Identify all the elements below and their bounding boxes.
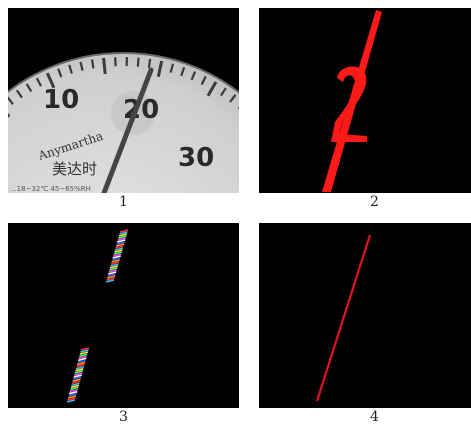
- dial-tick: [57, 68, 63, 78]
- edge-pixel: [114, 249, 123, 253]
- dial-tick: [169, 63, 175, 73]
- edge-pixel: [67, 395, 77, 399]
- panel-edge-segments: [8, 223, 239, 408]
- edge-pixel: [118, 235, 127, 239]
- edge-pixel: [69, 388, 78, 393]
- edge-pixel: [113, 251, 123, 255]
- edge-pixel: [79, 353, 88, 358]
- edge-pixel: [67, 397, 76, 401]
- edge-pixel: [71, 380, 81, 385]
- edge-pixel: [105, 279, 115, 283]
- edge-pixel: [72, 376, 82, 380]
- dial-number-30: 30: [178, 143, 214, 173]
- edge-pixel: [75, 365, 85, 370]
- edge-pixel: [72, 378, 81, 382]
- edge-pixel: [78, 357, 87, 362]
- digit-2-mask: [331, 66, 367, 142]
- dial-tick: [220, 87, 227, 97]
- edge-pixel: [111, 257, 121, 261]
- edge-pixel: [113, 253, 122, 257]
- dial-tick: [25, 83, 33, 93]
- dial-tick: [147, 58, 152, 69]
- edge-pixel: [70, 384, 80, 389]
- edge-pixel: [66, 399, 76, 403]
- edge-pixel: [117, 239, 126, 243]
- detected-needle-line: [315, 234, 372, 402]
- dial-tick: [45, 72, 56, 89]
- dial-tick: [206, 81, 218, 97]
- dial-tick: [35, 77, 42, 87]
- dial-tick: [200, 75, 207, 85]
- edge-segment-lower: [66, 347, 90, 403]
- spec-text: ...18~32℃ 45~65%RH: [10, 185, 91, 193]
- dial-tick: [190, 71, 197, 81]
- edge-pixel: [115, 243, 125, 247]
- dial-tick: [180, 66, 186, 77]
- edge-pixel: [80, 349, 89, 353]
- edge-pixel: [119, 229, 129, 233]
- dial-tick: [90, 59, 95, 69]
- edge-pixel: [76, 361, 86, 366]
- panel-gauge-photo: 10 20 30 Anymartha 美达时 ...18~32℃ 45~65%R…: [8, 8, 239, 193]
- edge-pixel: [107, 273, 116, 277]
- dial-number-10: 10: [43, 85, 79, 115]
- edge-segments-image: [8, 223, 239, 408]
- panel-caption-3: 3: [119, 409, 128, 425]
- dial-tick: [156, 60, 164, 78]
- red-mask-image: [259, 8, 471, 193]
- edge-pixel: [110, 263, 119, 267]
- edge-pixel: [118, 233, 128, 237]
- edge-pixel: [109, 267, 118, 271]
- edge-pixel: [79, 351, 89, 355]
- edge-pixel: [74, 370, 84, 374]
- dial-ticks: [8, 57, 239, 118]
- edge-pixel: [117, 237, 126, 241]
- edge-pixel: [73, 374, 82, 378]
- edge-pixel: [108, 269, 117, 273]
- edge-pixel: [112, 255, 121, 259]
- edge-pixel: [115, 245, 124, 249]
- edge-pixel: [69, 390, 78, 395]
- dial-tick: [79, 61, 84, 71]
- edge-pixel: [110, 261, 120, 265]
- detected-line-image: [259, 223, 471, 408]
- dial-tick: [229, 94, 237, 103]
- edge-pixel: [108, 271, 117, 275]
- panel-red-mask: [259, 8, 471, 193]
- edge-pixel: [75, 368, 84, 372]
- edge-pixel: [116, 241, 125, 245]
- edge-pixel: [106, 277, 115, 281]
- dial-tick: [136, 57, 140, 67]
- edge-pixel: [114, 247, 124, 251]
- edge-pixel: [70, 386, 79, 391]
- gauge-photo-image: 10 20 30 Anymartha 美达时 ...18~32℃ 45~65%R…: [8, 8, 239, 193]
- edge-pixel: [106, 275, 116, 279]
- edge-pixel: [109, 265, 119, 269]
- gauge-needle: [101, 67, 154, 193]
- panel-caption-2: 2: [370, 194, 379, 210]
- brand-cn-text: 美达时: [52, 160, 97, 178]
- dial-tick: [15, 89, 23, 99]
- edge-pixel: [68, 392, 77, 397]
- edge-pixel: [76, 363, 85, 368]
- edge-pixel: [119, 231, 128, 235]
- edge-pixel: [74, 372, 83, 376]
- edge-pixel: [77, 359, 86, 364]
- edge-pixel: [78, 355, 87, 360]
- panel-caption-4: 4: [370, 409, 379, 425]
- dial-tick: [68, 64, 73, 74]
- edge-pixel: [111, 259, 120, 263]
- dial-tick: [102, 57, 107, 75]
- panel-detected-line: [259, 223, 471, 408]
- edge-segment-upper: [105, 229, 129, 283]
- panel-caption-1: 1: [119, 194, 128, 210]
- edge-pixel: [80, 347, 90, 351]
- dial-tick: [8, 96, 14, 105]
- edge-pixel: [71, 382, 80, 387]
